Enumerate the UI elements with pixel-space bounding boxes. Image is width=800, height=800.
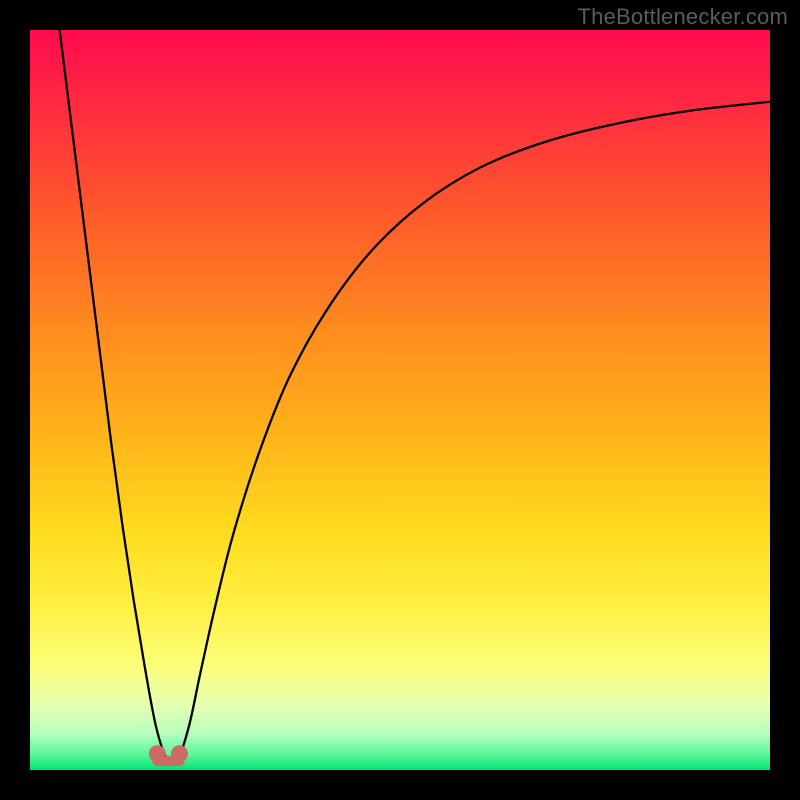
bottleneck-curve (30, 30, 770, 770)
chart-container: TheBottlenecker.com (0, 0, 800, 800)
watermark-text: TheBottlenecker.com (578, 4, 788, 30)
frame-right (770, 0, 800, 800)
gradient-background (30, 30, 770, 770)
min-marker-2 (171, 746, 187, 762)
frame-left (0, 0, 30, 800)
frame-bottom (0, 770, 800, 800)
plot-area (30, 30, 770, 770)
min-marker-1 (149, 746, 165, 762)
